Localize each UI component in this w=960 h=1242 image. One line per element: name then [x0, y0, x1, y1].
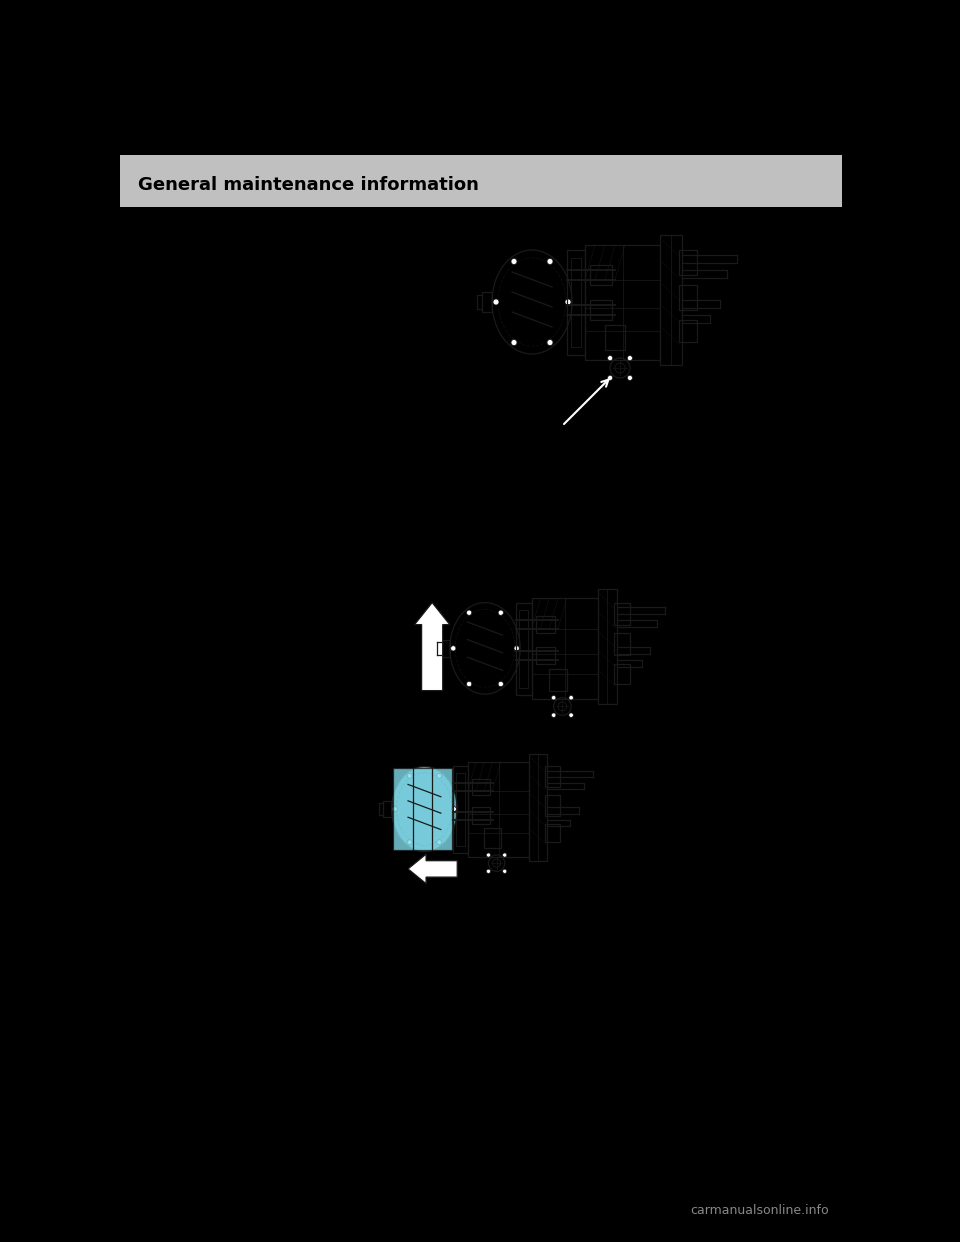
Bar [549, 668, 566, 691]
Bar [545, 795, 560, 816]
Circle shape [551, 696, 556, 700]
Circle shape [547, 339, 553, 345]
Bar [679, 320, 697, 342]
Bar [597, 590, 617, 704]
Bar [519, 610, 528, 688]
Circle shape [503, 853, 507, 857]
Bar [468, 763, 529, 857]
Circle shape [569, 713, 573, 718]
Circle shape [407, 840, 412, 845]
Circle shape [511, 339, 517, 345]
Bar [605, 325, 625, 350]
Circle shape [451, 806, 456, 811]
Bar [441, 640, 449, 657]
Bar [484, 828, 501, 848]
Bar [614, 602, 630, 625]
Text: General maintenance information: General maintenance information [138, 176, 479, 194]
Circle shape [628, 375, 633, 380]
Circle shape [569, 696, 573, 700]
Bar [567, 250, 585, 355]
Bar [383, 801, 392, 817]
Bar [545, 823, 560, 842]
Text: carmanualsonline.info: carmanualsonline.info [690, 1203, 829, 1217]
Circle shape [493, 299, 499, 306]
Bar [532, 599, 597, 699]
Circle shape [487, 869, 491, 873]
Ellipse shape [392, 766, 457, 852]
Circle shape [498, 610, 503, 615]
Circle shape [487, 853, 491, 857]
Bar [472, 779, 490, 795]
Bar [614, 664, 630, 683]
Circle shape [450, 646, 456, 651]
Circle shape [608, 355, 612, 360]
Circle shape [514, 646, 519, 651]
Bar [614, 633, 630, 656]
Circle shape [565, 299, 571, 306]
Bar [536, 616, 555, 633]
Bar [679, 250, 697, 274]
Bar [585, 245, 660, 360]
Circle shape [393, 806, 397, 811]
Circle shape [551, 713, 556, 718]
Circle shape [498, 682, 503, 687]
Bar [529, 754, 547, 861]
Circle shape [511, 258, 517, 265]
Bar [516, 602, 532, 696]
Circle shape [407, 774, 412, 779]
Bar [472, 807, 490, 823]
Bar [679, 284, 697, 310]
Bar [660, 235, 682, 365]
Circle shape [437, 774, 442, 779]
Circle shape [628, 355, 633, 360]
Bar [545, 766, 560, 787]
Bar [571, 258, 581, 347]
Circle shape [547, 258, 553, 265]
Circle shape [467, 682, 471, 687]
Polygon shape [408, 854, 457, 883]
Circle shape [608, 375, 612, 380]
Bar [590, 301, 612, 320]
Bar [453, 766, 468, 852]
Bar [590, 265, 612, 284]
Bar [456, 773, 465, 846]
Bar [482, 292, 492, 312]
Circle shape [467, 610, 471, 615]
Circle shape [503, 869, 507, 873]
Bar [394, 768, 452, 850]
Polygon shape [415, 602, 449, 691]
Bar [536, 647, 555, 664]
Bar [120, 155, 842, 207]
Circle shape [437, 840, 442, 845]
